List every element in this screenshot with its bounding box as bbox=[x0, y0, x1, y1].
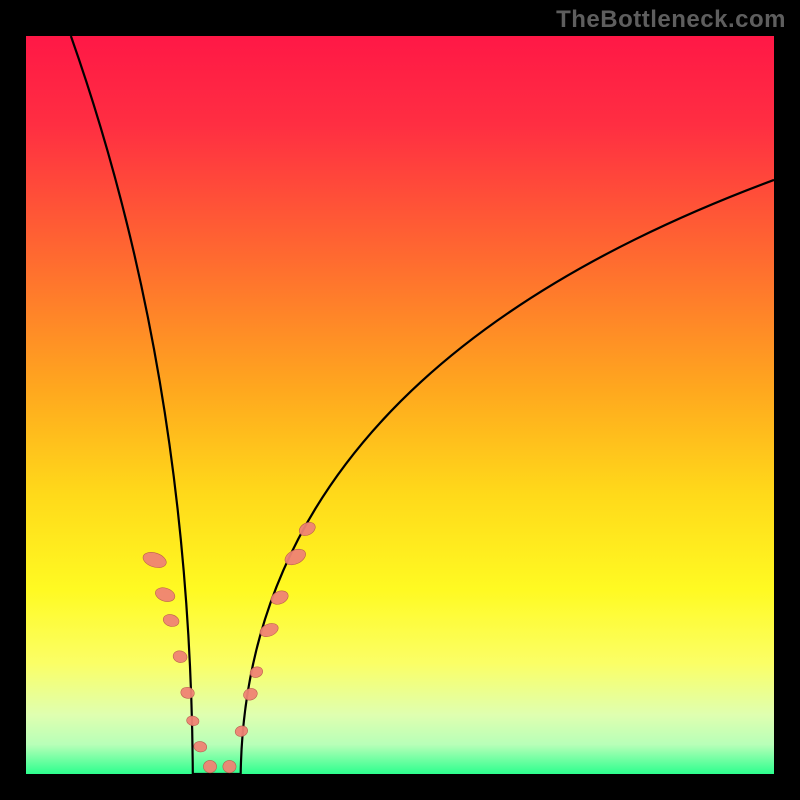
plot-area bbox=[26, 36, 774, 774]
bottleneck-chart bbox=[0, 0, 800, 800]
watermark-text: TheBottleneck.com bbox=[556, 6, 786, 34]
chart-root: { "watermark": "TheBottleneck.com", "cha… bbox=[0, 0, 800, 800]
data-marker bbox=[223, 760, 236, 772]
data-marker bbox=[203, 760, 216, 772]
